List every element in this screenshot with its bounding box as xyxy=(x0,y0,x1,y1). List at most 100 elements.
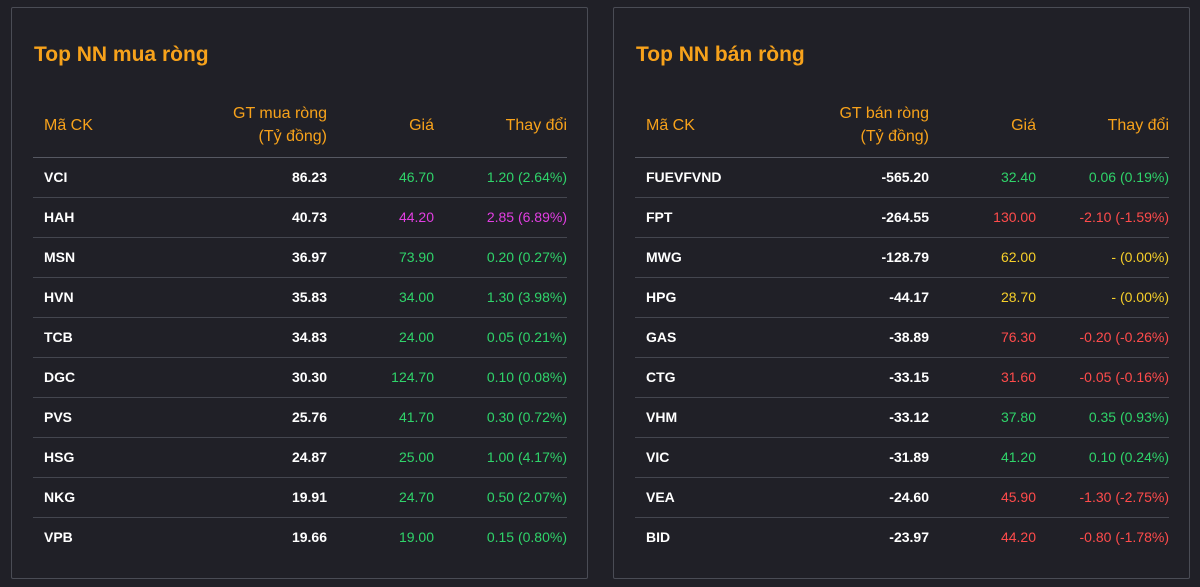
price: 45.90 xyxy=(1000,489,1036,505)
table-row[interactable]: CTG -33.15 31.60 -0.05 (-0.16%) xyxy=(635,358,1169,398)
table-row[interactable]: HSG 24.87 25.00 1.00 (4.17%) xyxy=(33,438,567,478)
column-header-net-value-line1: GT bán ròng xyxy=(839,105,929,122)
table-row[interactable]: TCB 34.83 24.00 0.05 (0.21%) xyxy=(33,318,567,358)
price-change: -0.80 (-1.78%) xyxy=(1079,529,1169,545)
stock-code[interactable]: TCB xyxy=(44,329,73,345)
column-header-net-value: GT bán ròng (Tỷ đồng) xyxy=(839,93,929,157)
table-row[interactable]: VEA -24.60 45.90 -1.30 (-2.75%) xyxy=(635,478,1169,518)
net-value: -23.97 xyxy=(889,529,929,545)
table-row[interactable]: VCI 86.23 46.70 1.20 (2.64%) xyxy=(33,158,567,198)
price: 24.00 xyxy=(398,329,434,345)
price: 32.40 xyxy=(1000,169,1036,185)
table-row[interactable]: PVS 25.76 41.70 0.30 (0.72%) xyxy=(33,398,567,438)
stock-code[interactable]: BID xyxy=(646,529,671,545)
stock-code[interactable]: HAH xyxy=(44,209,75,225)
stock-code[interactable]: DGC xyxy=(44,369,76,385)
table-row[interactable]: VPB 19.66 19.00 0.15 (0.80%) xyxy=(33,518,567,557)
column-header-change: Thay đổi xyxy=(1107,116,1169,134)
table-row[interactable]: BID -23.97 44.20 -0.80 (-1.78%) xyxy=(635,518,1169,557)
price-change: 0.15 (0.80%) xyxy=(486,529,567,545)
price-change: -0.05 (-0.16%) xyxy=(1079,369,1169,385)
net-value: 86.23 xyxy=(291,169,327,185)
stock-code[interactable]: FPT xyxy=(646,209,673,225)
price: 76.30 xyxy=(1000,329,1036,345)
net-value: -264.55 xyxy=(881,209,929,225)
stock-code[interactable]: VHM xyxy=(646,409,678,425)
price-change: 0.20 (0.27%) xyxy=(486,249,567,265)
table-row[interactable]: FPT -264.55 130.00 -2.10 (-1.59%) xyxy=(635,198,1169,238)
column-header-net-value-line2: (Tỷ đồng) xyxy=(258,128,327,145)
net-value: 24.87 xyxy=(291,449,327,465)
column-header-change: Thay đổi xyxy=(505,116,567,134)
price-change: 0.10 (0.24%) xyxy=(1088,449,1169,465)
price: 130.00 xyxy=(993,209,1036,225)
stock-code[interactable]: VEA xyxy=(646,489,675,505)
price-change: 0.35 (0.93%) xyxy=(1088,409,1169,425)
table-header: Mã CK GT mua ròng (Tỷ đồng) Giá Thay đổi xyxy=(33,93,567,158)
column-header-code: Mã CK xyxy=(646,116,695,134)
stock-code[interactable]: VCI xyxy=(44,169,68,185)
stock-code[interactable]: MSN xyxy=(44,249,76,265)
price-change: 1.30 (3.98%) xyxy=(486,289,567,305)
net-value: -33.15 xyxy=(889,369,929,385)
stock-code[interactable]: CTG xyxy=(646,369,676,385)
table-row[interactable]: HPG -44.17 28.70 - (0.00%) xyxy=(635,278,1169,318)
stock-code[interactable]: GAS xyxy=(646,329,677,345)
price-change: 2.85 (6.89%) xyxy=(486,209,567,225)
stock-code[interactable]: HVN xyxy=(44,289,74,305)
stock-code[interactable]: MWG xyxy=(646,249,682,265)
net-value: 19.91 xyxy=(291,489,327,505)
net-value: 25.76 xyxy=(291,409,327,425)
price-change: 0.50 (2.07%) xyxy=(486,489,567,505)
stock-code[interactable]: HPG xyxy=(646,289,677,305)
table-body: VCI 86.23 46.70 1.20 (2.64%) HAH 40.73 44.20 2.… xyxy=(33,158,567,557)
table-body: FUEVFVND -565.20 32.40 0.06 (0.19%) FPT -264.… xyxy=(635,158,1169,557)
table-row[interactable]: MSN 36.97 73.90 0.20 (0.27%) xyxy=(33,238,567,278)
net-value: -38.89 xyxy=(889,329,929,345)
column-header-net-value-line2: (Tỷ đồng) xyxy=(860,128,929,145)
net-value: 19.66 xyxy=(291,529,327,545)
net-value: 30.30 xyxy=(291,369,327,385)
stock-code[interactable]: PVS xyxy=(44,409,73,425)
panel-title: Top NN bán ròng xyxy=(636,43,805,66)
table-row[interactable]: HVN 35.83 34.00 1.30 (3.98%) xyxy=(33,278,567,318)
price-change: 0.05 (0.21%) xyxy=(486,329,567,345)
price: 62.00 xyxy=(1000,249,1036,265)
net-value: -565.20 xyxy=(881,169,929,185)
table-row[interactable]: VHM -33.12 37.80 0.35 (0.93%) xyxy=(635,398,1169,438)
net-buy-table: Mã CK GT mua ròng (Tỷ đồng) Giá Thay đổi… xyxy=(33,93,567,557)
net-value: -24.60 xyxy=(889,489,929,505)
price: 44.20 xyxy=(398,209,434,225)
table-row[interactable]: FUEVFVND -565.20 32.40 0.06 (0.19%) xyxy=(635,158,1169,198)
table-row[interactable]: GAS -38.89 76.30 -0.20 (-0.26%) xyxy=(635,318,1169,358)
top-net-sell-panel: Top NN bán ròng Mã CK GT bán ròng (Tỷ đồ… xyxy=(613,7,1190,579)
price-change: -1.30 (-2.75%) xyxy=(1079,489,1169,505)
table-row[interactable]: MWG -128.79 62.00 - (0.00%) xyxy=(635,238,1169,278)
net-value: -44.17 xyxy=(889,289,929,305)
price-change: - (0.00%) xyxy=(1111,289,1169,305)
column-header-price: Giá xyxy=(409,116,434,134)
price: 34.00 xyxy=(398,289,434,305)
price: 41.20 xyxy=(1000,449,1036,465)
net-value: -31.89 xyxy=(889,449,929,465)
price: 25.00 xyxy=(398,449,434,465)
price-change: 0.30 (0.72%) xyxy=(486,409,567,425)
price: 37.80 xyxy=(1000,409,1036,425)
table-row[interactable]: NKG 19.91 24.70 0.50 (2.07%) xyxy=(33,478,567,518)
price-change: -0.20 (-0.26%) xyxy=(1079,329,1169,345)
price: 46.70 xyxy=(398,169,434,185)
stock-code[interactable]: VIC xyxy=(646,449,670,465)
price-change: - (0.00%) xyxy=(1111,249,1169,265)
price: 28.70 xyxy=(1000,289,1036,305)
stock-code[interactable]: FUEVFVND xyxy=(646,169,722,185)
table-row[interactable]: VIC -31.89 41.20 0.10 (0.24%) xyxy=(635,438,1169,478)
table-row[interactable]: DGC 30.30 124.70 0.10 (0.08%) xyxy=(33,358,567,398)
price: 24.70 xyxy=(398,489,434,505)
net-value: 36.97 xyxy=(291,249,327,265)
stock-code[interactable]: VPB xyxy=(44,529,73,545)
price: 124.70 xyxy=(391,369,434,385)
stock-code[interactable]: NKG xyxy=(44,489,76,505)
net-sell-table: Mã CK GT bán ròng (Tỷ đồng) Giá Thay đổi… xyxy=(635,93,1169,557)
table-row[interactable]: HAH 40.73 44.20 2.85 (6.89%) xyxy=(33,198,567,238)
stock-code[interactable]: HSG xyxy=(44,449,75,465)
